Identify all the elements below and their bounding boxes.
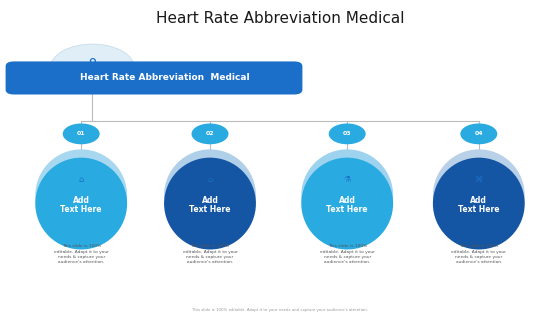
Text: This slide is 100%
editable. Adapt it to your
needs & capture your
audience's at: This slide is 100% editable. Adapt it to… bbox=[320, 244, 375, 264]
Ellipse shape bbox=[301, 149, 393, 241]
Text: This slide is 100%
editable. Adapt it to your
needs & capture your
audience's at: This slide is 100% editable. Adapt it to… bbox=[183, 244, 237, 264]
Circle shape bbox=[192, 123, 228, 144]
Circle shape bbox=[50, 44, 134, 91]
Text: Add: Add bbox=[73, 196, 90, 205]
Ellipse shape bbox=[433, 158, 525, 249]
Circle shape bbox=[460, 123, 497, 144]
Text: Add: Add bbox=[470, 196, 487, 205]
Text: This slide is 100% editable. Adapt it to your needs and capture your audience's : This slide is 100% editable. Adapt it to… bbox=[192, 308, 368, 312]
Text: Add: Add bbox=[339, 196, 356, 205]
Text: 04: 04 bbox=[474, 131, 483, 136]
Text: Heart Rate Abbreviation  Medical: Heart Rate Abbreviation Medical bbox=[81, 73, 250, 83]
Text: ⌂: ⌂ bbox=[78, 175, 84, 184]
Ellipse shape bbox=[35, 158, 127, 249]
Ellipse shape bbox=[35, 149, 127, 241]
Text: This slide is 100%
editable. Adapt it to your
needs & capture your
audience's at: This slide is 100% editable. Adapt it to… bbox=[451, 244, 506, 264]
Text: Heart Rate Abbreviation Medical: Heart Rate Abbreviation Medical bbox=[156, 11, 404, 26]
Text: This slide is 100%
editable. Adapt it to your
needs & capture your
audience's at: This slide is 100% editable. Adapt it to… bbox=[54, 244, 109, 264]
Text: Text Here: Text Here bbox=[189, 205, 231, 215]
Text: 03: 03 bbox=[343, 131, 352, 136]
Text: 02: 02 bbox=[206, 131, 214, 136]
Text: Text Here: Text Here bbox=[326, 205, 368, 215]
Circle shape bbox=[329, 123, 366, 144]
Ellipse shape bbox=[433, 149, 525, 241]
Text: ⌂: ⌂ bbox=[207, 175, 213, 184]
Ellipse shape bbox=[164, 158, 256, 249]
Ellipse shape bbox=[301, 158, 393, 249]
Text: ⚗: ⚗ bbox=[343, 175, 351, 184]
Text: Text Here: Text Here bbox=[458, 205, 500, 215]
Ellipse shape bbox=[164, 149, 256, 241]
Circle shape bbox=[63, 123, 100, 144]
FancyBboxPatch shape bbox=[6, 61, 302, 94]
Text: Add: Add bbox=[202, 196, 218, 205]
Text: ⌘: ⌘ bbox=[475, 175, 483, 184]
Text: 01: 01 bbox=[77, 131, 86, 136]
Text: Text Here: Text Here bbox=[60, 205, 102, 215]
Text: ⚘: ⚘ bbox=[83, 57, 101, 76]
